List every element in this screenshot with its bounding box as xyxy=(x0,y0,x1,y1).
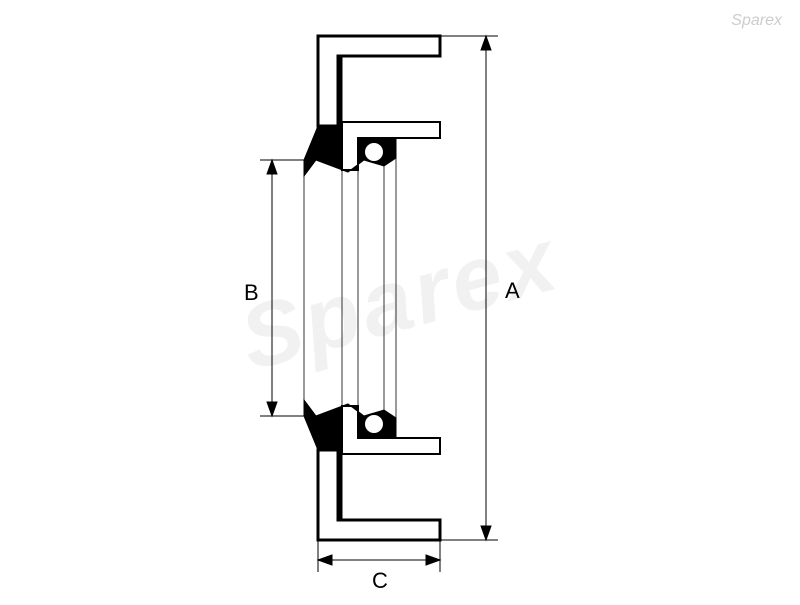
dimension-B xyxy=(260,160,304,416)
seal-diagram: Sparex Sparex xyxy=(0,0,800,600)
top-profile xyxy=(304,36,440,176)
bottom-profile xyxy=(304,400,440,540)
seal-svg xyxy=(0,0,800,600)
label-B: B xyxy=(244,280,259,306)
dimension-A xyxy=(440,36,498,540)
label-A: A xyxy=(505,278,520,304)
center-lines xyxy=(304,158,396,418)
label-C: C xyxy=(372,568,388,594)
